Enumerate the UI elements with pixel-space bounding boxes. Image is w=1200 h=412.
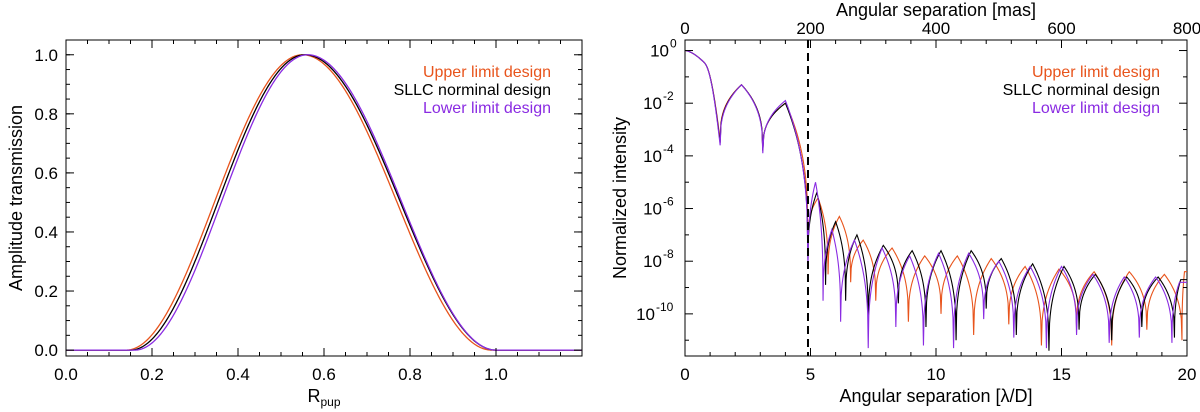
left-y-tick-label: 0.4 <box>34 223 58 242</box>
right-top-tick-label: 200 <box>796 19 824 38</box>
right-series-group <box>684 49 1187 351</box>
right-legend-nominal: SLLC norminal design <box>1003 82 1160 99</box>
right-y-tick-label: 10 <box>643 147 662 166</box>
left-x-axis-label: Rpup <box>307 386 340 409</box>
right-y-tick-label: 10 <box>643 252 662 271</box>
left-x-axis: 0.0 0.2 0.4 0.6 0.8 1.0 <box>54 40 561 384</box>
right-top-tick-label: 400 <box>922 19 950 38</box>
right-x-tick-label: 10 <box>927 365 946 384</box>
right-series-line-lower <box>684 49 1187 349</box>
left-y-tick-label: 0.8 <box>34 105 58 124</box>
left-x-tick-label: 0.2 <box>140 365 164 384</box>
right-y-axis-label: Normalized intensity <box>610 117 630 279</box>
right-top-tick-label: 600 <box>1047 19 1075 38</box>
left-x-tick-label: 0.4 <box>226 365 250 384</box>
right-y-tick-label: 10 <box>650 42 669 61</box>
left-y-tick-label: 0.2 <box>34 282 58 301</box>
right-top-tick-label: 800 <box>1173 19 1200 38</box>
right-y-tick-exponent: 0 <box>670 37 677 51</box>
left-y-tick-label: 0.6 <box>34 164 58 183</box>
right-y-tick-exponent: -2 <box>663 89 674 103</box>
right-y-tick-exponent: -4 <box>663 142 674 156</box>
left-y-axis: 0.0 0.2 0.4 0.6 0.8 1.0 <box>34 46 582 360</box>
left-y-axis-label: Amplitude transmission <box>6 105 26 291</box>
right-y-tick-exponent: -10 <box>656 300 674 314</box>
right-top-axis-label: Angular separation [mas] <box>836 0 1036 20</box>
right-top-tick-label: 0 <box>680 19 689 38</box>
left-y-tick-label: 0.0 <box>34 341 58 360</box>
left-legend-nominal: SLLC norminal design <box>394 82 551 99</box>
left-y-tick-label: 1.0 <box>34 46 58 65</box>
right-x-tick-label: 20 <box>1178 365 1197 384</box>
left-x-tick-label: 0.8 <box>398 365 422 384</box>
right-y-tick-exponent: -6 <box>663 195 674 209</box>
right-y-tick-label: 10 <box>643 94 662 113</box>
left-legend-lower: Lower limit design <box>423 100 551 117</box>
right-legend-upper: Upper limit design <box>1032 64 1160 81</box>
right-y-tick-label: 10 <box>643 200 662 219</box>
right-x-axis-label: Angular separation [λ/D] <box>839 386 1032 406</box>
right-x-axis-top: 0 200 400 600 800 <box>680 19 1200 48</box>
left-x-tick-label: 0.0 <box>54 365 78 384</box>
right-y-tick-label: 10 <box>636 305 655 324</box>
left-x-tick-label: 0.6 <box>312 365 336 384</box>
left-chart: 0.0 0.2 0.4 0.6 0.8 1.0 0.0 0.2 0.4 0.6 0.8 1.0 Rp… <box>6 39 583 409</box>
right-x-tick-label: 5 <box>806 365 815 384</box>
right-x-tick-label: 0 <box>680 365 689 384</box>
right-y-tick-exponent: -8 <box>663 247 674 261</box>
right-x-tick-label: 15 <box>1052 365 1071 384</box>
left-x-tick-label: 1.0 <box>484 365 508 384</box>
right-x-axis-bottom: 0 5 10 15 20 <box>680 348 1196 384</box>
left-legend-upper: Upper limit design <box>423 64 551 81</box>
right-legend-lower: Lower limit design <box>1032 100 1160 117</box>
